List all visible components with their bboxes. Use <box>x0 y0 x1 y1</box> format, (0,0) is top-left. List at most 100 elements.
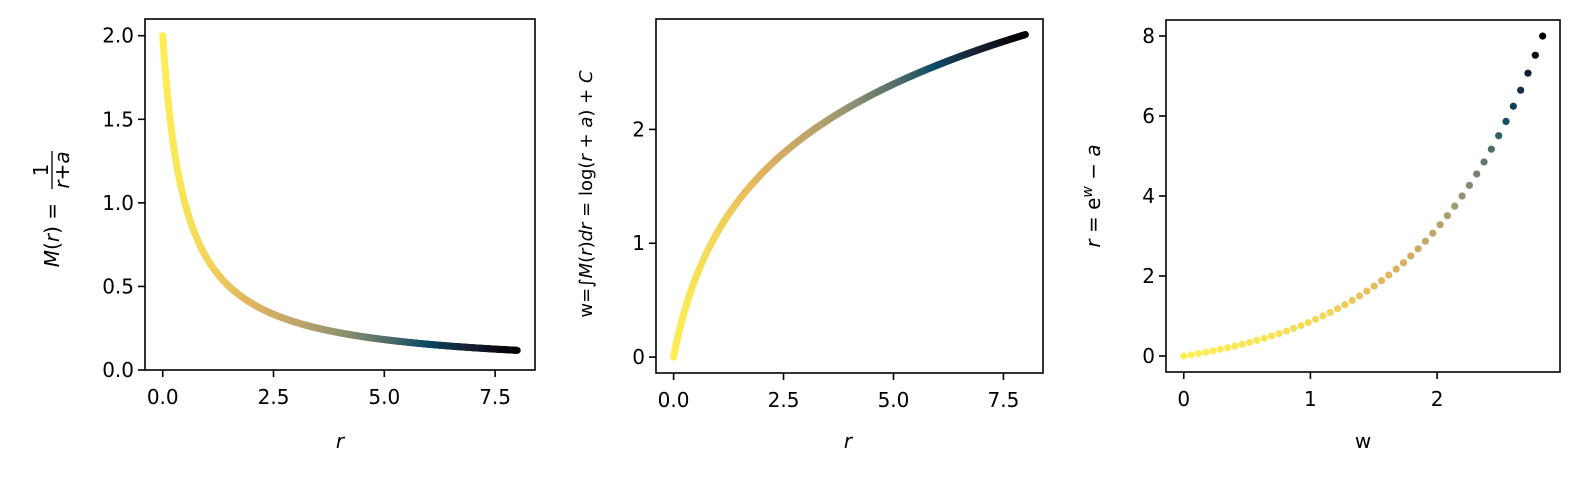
scatter-point <box>1290 324 1298 332</box>
scatter-point <box>1487 145 1495 153</box>
scatter-point <box>1260 334 1268 342</box>
scatter-point <box>1348 296 1356 304</box>
scatter-point <box>1502 117 1510 126</box>
panel-2-integral: 0.0 2.5 5.0 7.5 0 1 2 r w=∫M(r)dr = log(r + a… <box>576 18 1044 453</box>
y-tick-label: 2.0 <box>102 24 134 48</box>
x-tick-label: 2.5 <box>768 388 800 412</box>
scatter-point <box>1385 271 1393 279</box>
scatter-point <box>1326 308 1334 317</box>
panel-1-x-ticks: 0.0 2.5 5.0 7.5 <box>147 370 511 409</box>
panel-1-y-label: M(r) = 1 r+a <box>29 151 74 267</box>
x-tick-label: 0.0 <box>658 388 690 412</box>
scatter-point <box>1246 338 1254 346</box>
y-tick-label: 4 <box>1142 184 1155 208</box>
panel-3-y-label: r = ew − a <box>1080 144 1105 247</box>
panel-3-y-label-text: r = ew − a <box>1080 144 1105 247</box>
panel-1-y-label-numerator: 1 <box>29 164 53 177</box>
x-tick-label: 7.5 <box>479 385 511 409</box>
panel-2-frame <box>655 18 1044 374</box>
scatter-point <box>1333 305 1342 313</box>
scatter-point <box>1187 351 1195 359</box>
x-tick-label: 5.0 <box>368 385 400 409</box>
panel-1-frame <box>144 18 536 371</box>
scatter-point <box>1216 345 1224 353</box>
panel-3-x-label: w <box>1355 429 1371 453</box>
panel-2-x-ticks: 0.0 2.5 5.0 7.5 <box>658 373 1020 412</box>
scatter-point <box>1370 282 1378 290</box>
scatter-point <box>1539 32 1547 40</box>
panel-2-y-ticks: 0 1 2 <box>632 117 656 369</box>
curve-w-of-r <box>670 31 1029 361</box>
panel-3-x-ticks: 0 1 2 <box>1177 372 1443 411</box>
y-tick-label: 0.0 <box>102 358 134 382</box>
scatter-point <box>1194 349 1202 358</box>
x-tick-label: 7.5 <box>988 388 1020 412</box>
scatter-point <box>1436 221 1444 229</box>
scatter-point <box>1304 318 1312 327</box>
scatter-point <box>1517 86 1525 94</box>
x-tick-label: 2.5 <box>258 385 290 409</box>
x-tick-label: 0 <box>1177 387 1190 411</box>
scatter-point <box>1363 287 1371 295</box>
scatter-point <box>1377 277 1386 285</box>
scatter-point <box>1238 340 1246 348</box>
scatter-point <box>1275 329 1283 338</box>
scatter-point <box>1443 212 1452 220</box>
scatter-r-of-w <box>1180 32 1547 360</box>
scatter-point <box>1473 170 1481 178</box>
y-tick-label: 1.0 <box>102 191 134 215</box>
scatter-point <box>1509 102 1517 110</box>
scatter-point <box>1297 321 1305 330</box>
scatter-point <box>1458 192 1466 200</box>
scatter-point <box>1209 347 1217 355</box>
curve-m-of-r <box>159 32 521 354</box>
panel-2-y-label: w=∫M(r)dr = log(r + a) + C <box>576 70 597 318</box>
scatter-point <box>1429 229 1437 237</box>
y-tick-label: 0.5 <box>102 274 134 298</box>
y-tick-label: 0 <box>1142 344 1155 368</box>
scatter-point <box>1253 336 1261 344</box>
y-tick-label: 0 <box>632 345 645 369</box>
scatter-point <box>1282 327 1290 335</box>
x-tick-label: 0.0 <box>147 385 179 409</box>
scatter-point <box>1495 132 1503 140</box>
scatter-point <box>1531 51 1539 59</box>
panel-2-y-label-text: w=∫M(r)dr = log(r + a) + C <box>576 70 597 318</box>
scatter-point <box>1224 344 1232 352</box>
y-tick-label: 6 <box>1142 104 1155 128</box>
x-tick-label: 5.0 <box>878 388 910 412</box>
panel-3-y-ticks: 0 2 4 6 8 <box>1142 24 1166 368</box>
scatter-point <box>1399 259 1408 267</box>
panel-1-x-label: r <box>336 429 346 453</box>
y-tick-label: 2 <box>632 117 645 141</box>
panel-1-mass-function: 0.0 2.5 5.0 7.5 0.0 0.5 1.0 1.5 2.0 r M(r) = 1 … <box>29 18 536 453</box>
panel-1-y-label-denominator: r+a <box>50 151 74 188</box>
scatter-point <box>1268 332 1276 340</box>
scatter-point <box>1311 315 1320 323</box>
scatter-point <box>1202 348 1210 356</box>
y-tick-label: 8 <box>1142 24 1155 48</box>
x-tick-label: 1 <box>1304 387 1317 411</box>
scatter-point <box>1341 301 1349 309</box>
scatter-point <box>1465 181 1473 189</box>
scatter-point <box>1451 202 1459 210</box>
scatter-point <box>1407 252 1415 260</box>
scatter-point <box>1231 342 1239 350</box>
y-tick-label: 1.5 <box>102 107 134 131</box>
panel-2-x-label: r <box>844 429 854 453</box>
scatter-point <box>1524 69 1532 77</box>
y-tick-label: 2 <box>1142 264 1155 288</box>
scatter-point <box>1180 352 1188 360</box>
scatter-point <box>1319 312 1327 320</box>
scatter-point <box>1355 292 1364 300</box>
panel-1-y-ticks: 0.0 0.5 1.0 1.5 2.0 <box>102 24 145 382</box>
x-tick-label: 2 <box>1431 387 1444 411</box>
scatter-point <box>1414 245 1422 253</box>
scatter-point <box>1421 237 1430 245</box>
scatter-point <box>1392 265 1400 273</box>
y-tick-label: 1 <box>632 231 645 255</box>
scatter-point <box>1480 158 1488 166</box>
panel-1-y-label-lhs: M(r) = <box>40 203 64 267</box>
